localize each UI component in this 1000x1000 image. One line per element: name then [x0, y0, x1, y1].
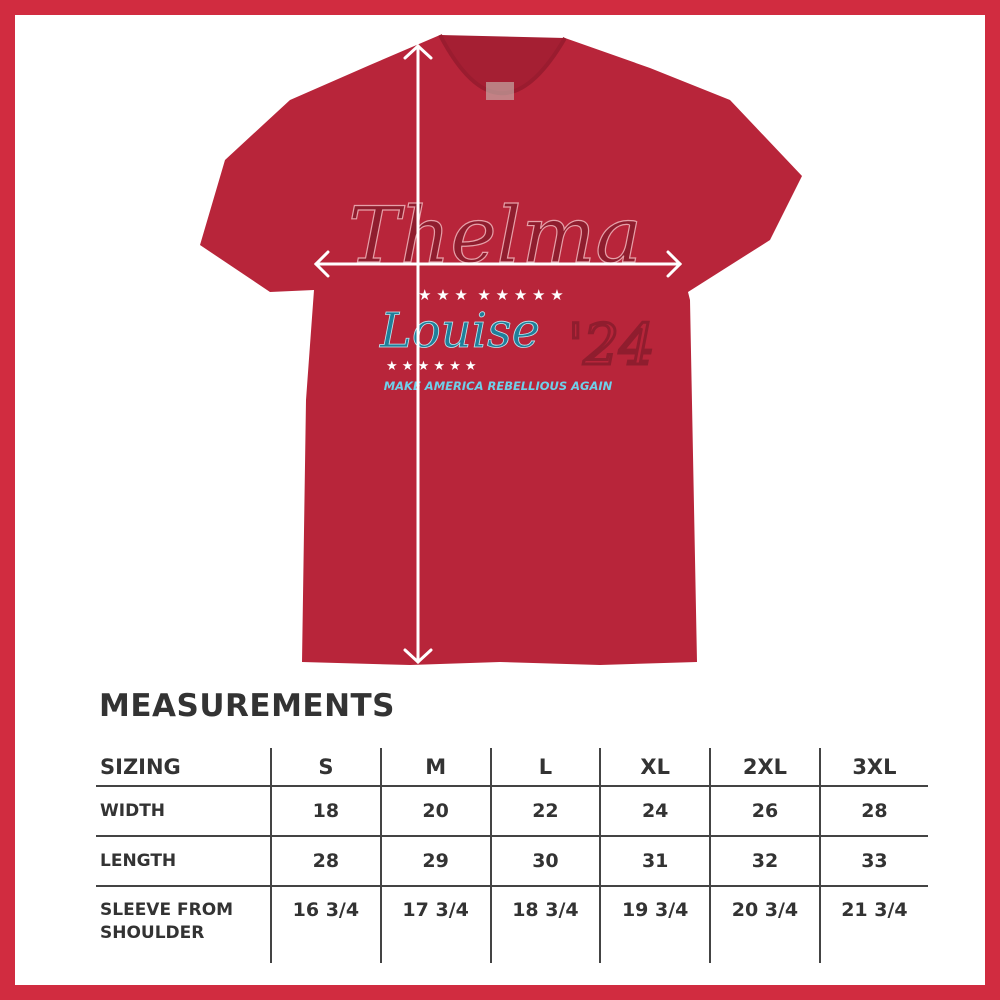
cell: 26	[709, 785, 820, 836]
stars-bottom: ★ ★ ★ ★ ★ ★	[386, 359, 477, 374]
size-header: M	[379, 748, 491, 786]
row-label: SLEEVE FROM SHOULDER	[96, 885, 271, 963]
cell: 19 3/4	[599, 885, 711, 963]
table-row: SLEEVE FROM SHOULDER 16 3/4 17 3/4 18 3/4…	[96, 885, 928, 963]
measurements-title: MEASUREMENTS	[99, 688, 396, 724]
size-header: 3XL	[818, 748, 928, 786]
design-slogan: MAKE AMERICA REBELLIOUS AGAIN	[384, 379, 613, 393]
row-label: WIDTH	[96, 785, 271, 836]
cell: 30	[489, 835, 601, 886]
cell: 16 3/4	[270, 885, 381, 963]
table-row: LENGTH 28 29 30 31 32 33	[96, 835, 928, 886]
cell: 28	[818, 785, 928, 836]
cell: 32	[709, 835, 820, 886]
tag-label	[486, 82, 514, 100]
cell: 18 3/4	[489, 885, 601, 963]
svg-text:★ ★ ★ ★ ★ ★: ★ ★ ★ ★ ★ ★	[386, 359, 477, 374]
row-label: LENGTH	[96, 835, 271, 886]
cell: 22	[489, 785, 601, 836]
row-label: SIZING	[100, 754, 181, 779]
length-arrow-icon	[403, 43, 433, 665]
svg-text:★ ★ ★ ★ ★ ★ ★ ★: ★ ★ ★ ★ ★ ★ ★ ★	[418, 286, 564, 304]
cell: 21 3/4	[818, 885, 928, 963]
tshirt-body	[200, 35, 802, 665]
cell: 33	[818, 835, 928, 886]
size-chart-table: SIZING S M L XL 2XL 3XL WIDTH 18 20 22 2…	[96, 748, 928, 963]
row-label-line: SLEEVE FROM	[100, 900, 234, 920]
table-header-row: SIZING S M L XL 2XL 3XL	[96, 748, 928, 786]
table-row: WIDTH 18 20 22 24 26 28	[96, 785, 928, 836]
cell: 17 3/4	[379, 885, 491, 963]
cell: 24	[599, 785, 711, 836]
size-header: XL	[599, 748, 711, 786]
width-arrow-icon	[313, 250, 683, 278]
cell: 29	[379, 835, 491, 886]
tshirt-image: Thelma ★ ★ ★ ★ ★ ★ ★ ★ Louise '24 ★ ★ ★ …	[200, 34, 802, 665]
size-header: 2XL	[709, 748, 820, 786]
cell: 20	[379, 785, 491, 836]
stars-top: ★ ★ ★ ★ ★ ★ ★ ★	[418, 286, 564, 304]
design-year: '24	[568, 313, 655, 378]
row-label-line: SHOULDER	[100, 923, 205, 943]
size-header: L	[489, 748, 601, 786]
design-thelma: Thelma	[348, 191, 642, 281]
design-louise: Louise	[379, 303, 540, 359]
cell: 28	[270, 835, 381, 886]
cell: 18	[270, 785, 381, 836]
size-header: S	[270, 748, 381, 786]
cell: 31	[599, 835, 711, 886]
cell: 20 3/4	[709, 885, 820, 963]
